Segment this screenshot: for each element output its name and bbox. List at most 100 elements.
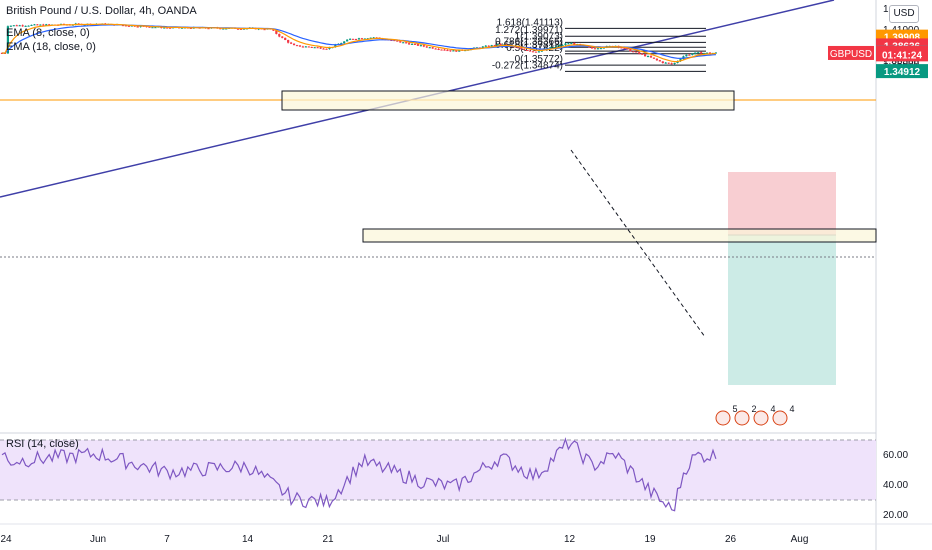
candle-body	[316, 47, 319, 49]
candle-body	[422, 45, 425, 47]
candle-body	[39, 24, 42, 26]
candle-body	[239, 28, 243, 30]
candle-body	[236, 28, 240, 30]
price-badge-label: 1.39908	[884, 33, 921, 44]
rsi-axis[interactable]: 60.00 40.00 20.00	[883, 450, 908, 521]
candle-body	[655, 58, 658, 61]
candle-body	[301, 46, 304, 48]
candle-body	[673, 62, 676, 65]
candle-body	[416, 44, 420, 46]
candle-body	[646, 56, 650, 58]
candle-body	[658, 60, 661, 62]
candle-body	[428, 47, 431, 49]
candle-body	[419, 45, 422, 47]
candle-body	[263, 29, 266, 31]
flag-event-icon[interactable]	[715, 410, 731, 426]
candle-body	[664, 62, 667, 64]
candle-body	[552, 47, 555, 49]
time-tick-label: 7	[164, 534, 170, 545]
fib-level-label: 0.618(1.37812)	[495, 40, 563, 51]
candle-body	[564, 43, 567, 45]
candle-body	[369, 37, 372, 39]
candle-body	[319, 47, 322, 49]
time-tick-label: 14	[242, 534, 254, 545]
candle-body	[679, 59, 682, 62]
candle-body	[567, 43, 570, 45]
flag-event-icon[interactable]	[734, 410, 750, 426]
candle-body	[21, 25, 24, 27]
rsi-tick-label: 60.00	[883, 450, 908, 461]
fib-level-label: 1.272(1.39971)	[495, 25, 563, 36]
fib-level-label: -0.272(1.34874)	[492, 60, 563, 71]
candle-body	[570, 43, 573, 45]
event-count: 5	[732, 404, 737, 414]
candle-body	[219, 28, 222, 30]
candle-body	[596, 48, 599, 50]
economic-events[interactable]: 5 2 4 4	[715, 404, 795, 426]
candle-body	[396, 40, 399, 42]
candle-body	[27, 25, 30, 27]
candle-body	[561, 44, 564, 46]
candle-body	[163, 27, 166, 29]
resistance-box[interactable]	[281, 90, 735, 111]
candle-body	[708, 52, 712, 54]
candle-body	[602, 47, 605, 49]
candle-body	[222, 28, 225, 30]
currency-button[interactable]: USD	[889, 5, 919, 23]
event-count: 4	[770, 404, 775, 414]
ema8-legend: EMA (8, close, 0)	[6, 27, 90, 39]
candle-body	[322, 48, 325, 50]
candle-body	[124, 25, 127, 27]
price-badges: 1.399081.386361.375881.3754101:41:241.34…	[828, 29, 928, 79]
candle-body	[549, 47, 552, 49]
candle-body	[493, 45, 496, 47]
candle-body	[514, 46, 517, 48]
candle-body	[691, 53, 694, 55]
candle-body	[242, 28, 245, 30]
candle-body	[555, 46, 558, 48]
candle-body	[558, 45, 561, 47]
ema18-legend: EMA (18, close, 0)	[6, 41, 96, 53]
candle-body	[372, 37, 375, 39]
candle-body	[487, 45, 490, 47]
time-axis[interactable]: 24 Jun 7 14 21 Jul 12 19 26 Aug	[0, 534, 808, 545]
flag-event-icon[interactable]	[753, 410, 769, 426]
take-profit-zone[interactable]	[728, 235, 836, 385]
candle-body	[520, 47, 523, 49]
candle-body	[434, 48, 437, 50]
time-tick-label: 21	[322, 534, 334, 545]
candle-body	[48, 24, 51, 26]
candle-body	[425, 46, 428, 48]
candle-body	[169, 27, 172, 29]
candle-body	[437, 48, 440, 50]
candle-body	[490, 45, 493, 47]
candle-body	[351, 38, 355, 40]
candle-body	[18, 25, 21, 27]
time-tick-label: Jul	[437, 534, 450, 545]
price-badge-label: 1.34912	[884, 67, 921, 78]
candle-body	[410, 43, 414, 45]
candle-body	[278, 33, 281, 37]
flag-event-icon[interactable]	[772, 410, 788, 426]
candle-body	[496, 44, 499, 46]
candle-body	[431, 47, 434, 49]
rsi-tick-label: 40.00	[883, 480, 908, 491]
demand-box[interactable]	[362, 228, 877, 243]
candle-body	[587, 46, 591, 48]
stop-loss-zone[interactable]	[728, 172, 836, 235]
candle-body	[688, 54, 691, 56]
candle-body	[15, 25, 18, 27]
candle-body	[393, 40, 396, 42]
candle-body	[12, 25, 15, 27]
candle-body	[626, 48, 629, 50]
candle-body	[399, 41, 402, 43]
candle-body	[408, 43, 411, 45]
candle-body	[363, 38, 366, 40]
candle-body	[360, 38, 363, 40]
event-count: 4	[789, 404, 794, 414]
fibonacci-extension[interactable]: 1.618(1.41113)1.272(1.39971)1(1.39073)0.…	[492, 17, 706, 72]
symbol-title: British Pound / U.S. Dollar, 4h, OANDA	[6, 5, 197, 17]
candle-body	[33, 24, 36, 26]
candle-body	[136, 26, 139, 28]
